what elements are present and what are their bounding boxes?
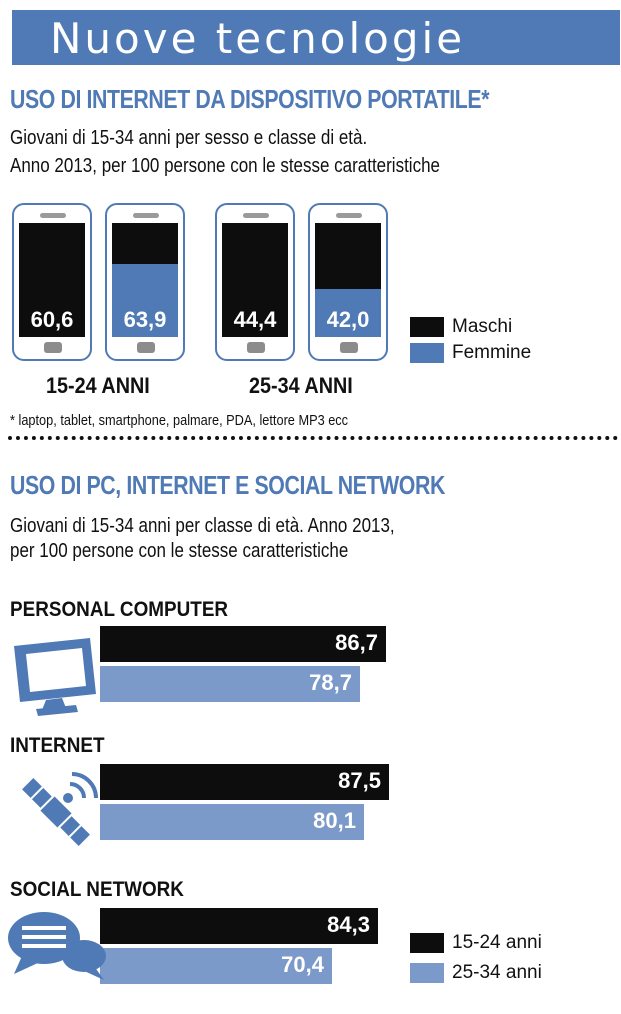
page-title: Nuove tecnologie [50, 14, 466, 63]
data-label: 63,9 [123, 307, 167, 332]
monitor-icon [14, 638, 96, 716]
phone-home-button [44, 342, 62, 353]
phone-maschi-2: 44,4 [215, 203, 295, 361]
bar-femmine-1 [112, 264, 178, 337]
bar-25-34-2: 80,1 [100, 804, 364, 840]
bar-maschi-2 [222, 286, 288, 337]
bar-25-34-1: 78,7 [100, 666, 360, 702]
bar-15-24-3: 84,3 [100, 908, 378, 944]
bar-femmine-2 [315, 289, 381, 337]
speech-bubble-icon [8, 912, 106, 980]
satellite-icon [22, 772, 98, 846]
section2-title: USO DI PC, INTERNET E SOCIAL NETWORK [10, 470, 445, 500]
legend-item-25-34: 25-34 anni [410, 962, 542, 984]
data-label: 44,4 [233, 307, 277, 332]
legend-swatch-15-24 [410, 932, 444, 953]
section1-subtitle-line1: Giovani di 15-34 anni per sesso e classe… [10, 127, 368, 149]
bar-15-24-1: 86,7 [100, 626, 386, 662]
phone-screen: 42,0 [315, 223, 381, 337]
legend-label-15-24: 15-24 anni [452, 932, 542, 953]
footnote: * laptop, tablet, smartphone, palmare, P… [10, 412, 349, 429]
legend-swatch-maschi [410, 316, 444, 337]
section1-title: USO DI INTERNET DA DISPOSITIVO PORTATILE… [10, 84, 490, 114]
legend-item-femmine: Femmine [410, 342, 531, 364]
group-label-25-34: 25-34 ANNI [249, 373, 353, 398]
category-label-internet: INTERNET [10, 734, 105, 757]
section-divider [8, 436, 618, 440]
phone-maschi-1: 60,6 [12, 203, 92, 361]
phone-home-button [340, 342, 358, 353]
section2-subtitle-line1: Giovani di 15-34 anni per classe di età.… [10, 515, 395, 537]
legend-swatch-femmine [410, 342, 444, 363]
phone-screen: 44,4 [222, 223, 288, 337]
data-label: 70,4 [281, 952, 324, 977]
data-label: 84,3 [327, 912, 370, 937]
category-label-personal-computer: PERSONAL COMPUTER [10, 598, 229, 621]
data-label: 80,1 [313, 808, 356, 833]
data-label: 86,7 [335, 630, 378, 655]
section1-subtitle-line2: Anno 2013, per 100 persone con le stesse… [10, 155, 440, 177]
phone-screen: 63,9 [112, 223, 178, 337]
legend-label-25-34: 25-34 anni [452, 962, 542, 983]
bar-25-34-3: 70,4 [100, 948, 332, 984]
phone-femmine-1: 63,9 [105, 203, 185, 361]
phone-speaker [336, 213, 362, 218]
bar-maschi-1 [19, 267, 85, 337]
header-banner: Nuove tecnologie [12, 10, 620, 65]
legend-label-femmine: Femmine [452, 342, 532, 363]
phone-femmine-2: 42,0 [308, 203, 388, 361]
legend-swatch-25-34 [410, 962, 444, 983]
section2-subtitle-line2: per 100 persone con le stesse caratteris… [10, 540, 349, 562]
legend-label-maschi: Maschi [452, 316, 513, 337]
legend-item-maschi: Maschi [410, 316, 512, 338]
bar-15-24-2: 87,5 [100, 764, 389, 800]
phone-screen: 60,6 [19, 223, 85, 337]
phone-speaker [40, 213, 66, 218]
group-label-15-24: 15-24 ANNI [46, 373, 150, 398]
category-label-social-network: SOCIAL NETWORK [10, 878, 184, 901]
phone-home-button [247, 342, 265, 353]
data-label: 60,6 [30, 307, 74, 332]
data-label: 78,7 [309, 670, 352, 695]
phone-speaker [133, 213, 159, 218]
data-label: 87,5 [338, 768, 381, 793]
phone-home-button [137, 342, 155, 353]
legend-item-15-24: 15-24 anni [410, 932, 542, 954]
phone-speaker [243, 213, 269, 218]
data-label: 42,0 [326, 307, 370, 332]
